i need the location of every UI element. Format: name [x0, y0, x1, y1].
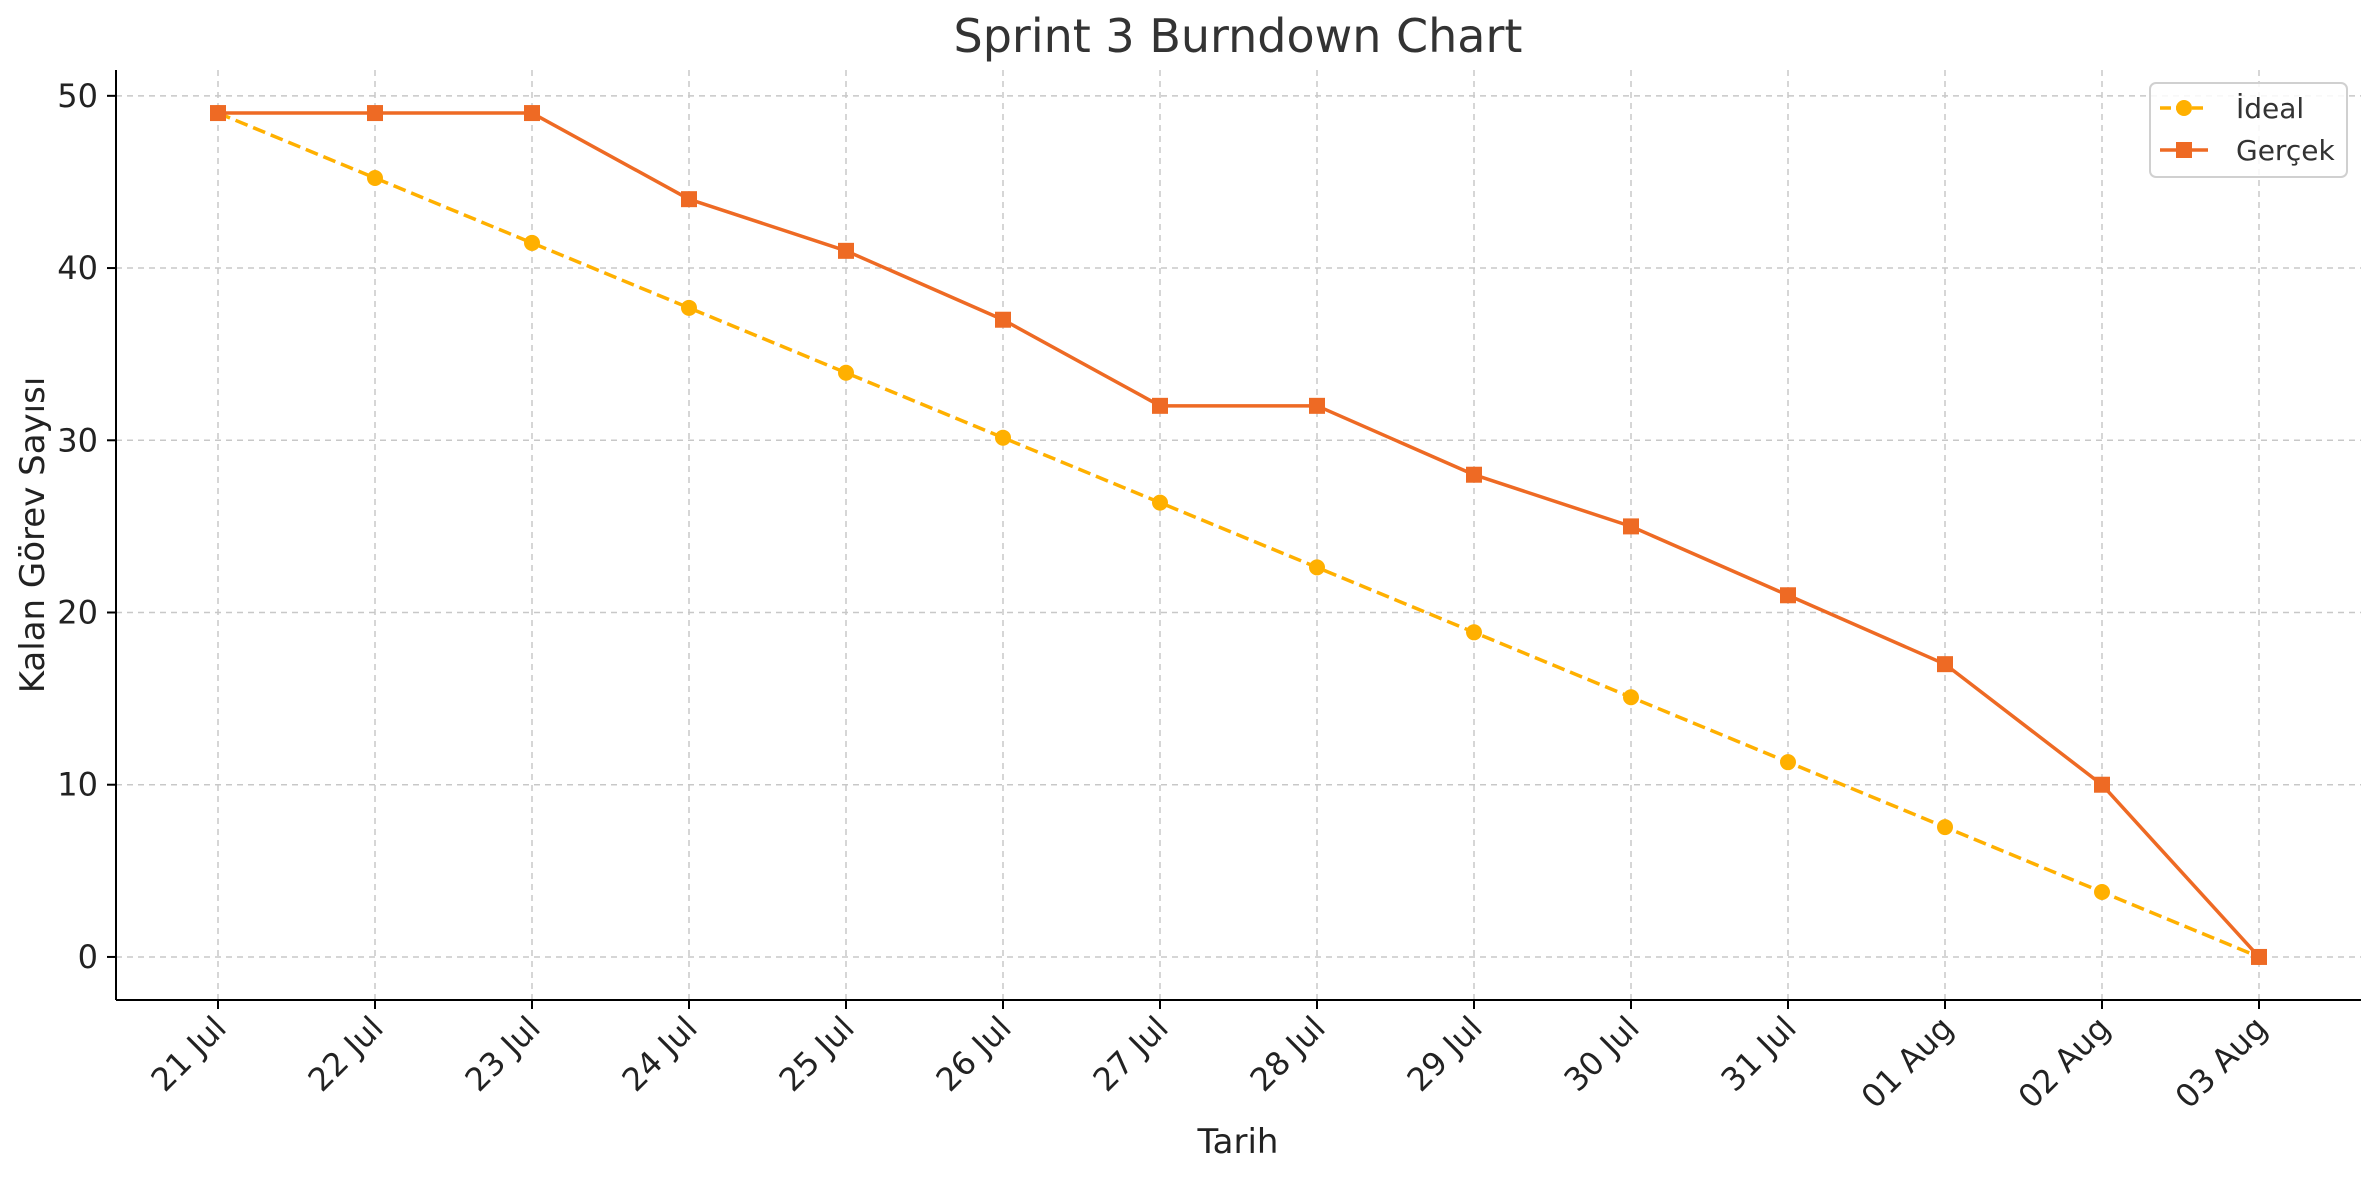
- data-point: [367, 105, 383, 122]
- data-point: [2094, 776, 2110, 793]
- legend-entry: İdeal: [2160, 92, 2304, 125]
- data-point: [210, 105, 226, 122]
- data-point: [838, 364, 854, 381]
- data-point: [1780, 754, 1796, 771]
- y-tick-label: 20: [57, 594, 98, 632]
- y-tick-label: 40: [57, 249, 98, 287]
- data-point: [1466, 624, 1482, 641]
- x-tick-label: 25 Jul: [772, 1009, 862, 1099]
- x-tick-label: 28 Jul: [1243, 1009, 1333, 1099]
- data-point: [1309, 397, 1325, 414]
- x-tick-label: 02 Aug: [2011, 1009, 2118, 1116]
- data-point: [838, 242, 854, 259]
- y-axis-label: Kalan Görev Sayısı: [13, 377, 53, 694]
- x-tick-label: 29 Jul: [1400, 1009, 1490, 1099]
- data-point: [1937, 819, 1953, 836]
- y-tick-label: 30: [57, 421, 98, 459]
- data-point: [524, 234, 540, 251]
- data-point: [1780, 587, 1796, 604]
- series-0: [210, 105, 2267, 965]
- data-point: [2251, 948, 2267, 965]
- series-line: [217, 111, 2260, 959]
- axes: [107, 70, 2361, 1009]
- data-point: [1152, 494, 1168, 511]
- data-point: [995, 429, 1011, 446]
- data-point: [524, 105, 540, 122]
- data-point: [1309, 559, 1325, 576]
- legend-marker: [2176, 142, 2192, 158]
- legend-label: Gerçek: [2236, 134, 2335, 167]
- x-tick-label: 27 Jul: [1086, 1009, 1176, 1099]
- data-point: [367, 169, 383, 186]
- grid: [116, 70, 2361, 1000]
- x-tick-label: 24 Jul: [615, 1009, 705, 1099]
- legend-entry: Gerçek: [2160, 134, 2335, 167]
- x-tick-label: 21 Jul: [144, 1009, 234, 1099]
- series-1: [210, 105, 2267, 965]
- chart-title: Sprint 3 Burndown Chart: [954, 9, 1523, 63]
- x-tick-label: 03 Aug: [2168, 1009, 2275, 1116]
- x-tick-label: 01 Aug: [1854, 1009, 1961, 1116]
- legend: İdeal Gerçek: [2149, 82, 2348, 178]
- data-point: [681, 191, 697, 208]
- legend-label: İdeal: [2236, 92, 2304, 125]
- x-tick-label: 30 Jul: [1557, 1009, 1647, 1099]
- x-tick-label: 23 Jul: [458, 1009, 548, 1099]
- tick-labels: 0 10 20 30 40 50 21 Jul 22 Jul 23 Jul 24 Jul 25 Ju…: [57, 77, 2274, 1116]
- data-point: [1937, 656, 1953, 673]
- y-tick-label: 0: [78, 938, 98, 976]
- legend-marker: [2176, 100, 2192, 116]
- y-tick-label: 10: [57, 766, 98, 804]
- y-tick-label: 50: [57, 77, 98, 115]
- x-tick-label: 31 Jul: [1714, 1009, 1804, 1099]
- data-point: [1623, 518, 1639, 535]
- x-tick-label: 22 Jul: [301, 1009, 391, 1099]
- data-point: [1152, 397, 1168, 414]
- data-point: [681, 299, 697, 316]
- x-axis-label: Tarih: [1197, 1122, 1279, 1162]
- series-line: [218, 111, 2261, 959]
- series-layer: [210, 105, 2267, 965]
- data-point: [995, 311, 1011, 328]
- data-point: [1623, 689, 1639, 706]
- data-point: [2094, 884, 2110, 901]
- data-point: [1466, 466, 1482, 483]
- x-tick-label: 26 Jul: [929, 1009, 1019, 1099]
